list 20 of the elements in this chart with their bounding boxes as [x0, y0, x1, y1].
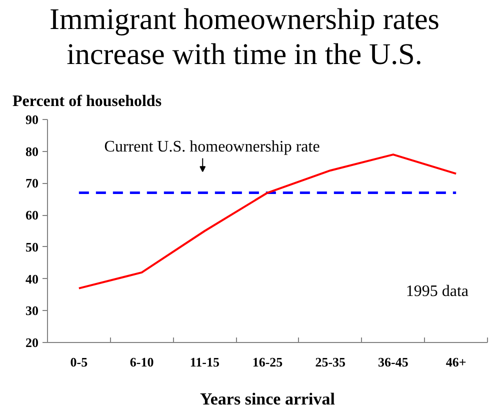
y-tick-label: 90	[26, 112, 38, 127]
x-tick-label: 25-35	[315, 354, 346, 370]
x-tick-label: 36-45	[378, 354, 409, 370]
x-tick-label: 11-15	[190, 354, 220, 370]
y-tick-label: 20	[26, 335, 38, 350]
x-tick-label: 16-25	[252, 354, 284, 370]
annotation: 1995 data	[406, 283, 469, 300]
x-axis-title: Years since arrival	[200, 390, 336, 408]
y-axis-title: Percent of households	[12, 93, 162, 110]
ref-line-label: Current U.S. homeownership rate	[104, 138, 320, 156]
y-tick-label: 40	[26, 271, 38, 286]
chart-title: Immigrant homeownership rates increase with time in the U.S.	[50, 2, 440, 72]
y-tick-label: 60	[26, 208, 38, 223]
x-tick-label: 0-5	[70, 354, 88, 370]
y-tick-label: 30	[26, 303, 38, 318]
x-tick-label: 46+	[446, 354, 466, 370]
x-tick-label: 6-10	[130, 354, 154, 370]
y-tick-label: 70	[26, 176, 38, 191]
y-tick-label: 50	[26, 239, 38, 254]
y-tick-label: 80	[26, 144, 38, 159]
